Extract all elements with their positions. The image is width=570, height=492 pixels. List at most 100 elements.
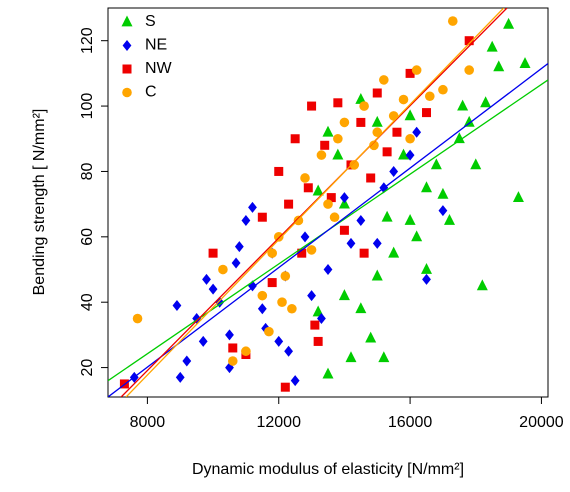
point (372, 237, 382, 249)
point (405, 133, 415, 144)
point (388, 246, 400, 258)
point (365, 331, 377, 343)
point (359, 248, 369, 258)
point (257, 212, 267, 222)
point (264, 326, 274, 337)
point (300, 173, 310, 183)
point (312, 305, 324, 317)
point (231, 257, 241, 269)
point (234, 241, 244, 253)
point (346, 237, 356, 249)
point (241, 214, 251, 226)
point (355, 302, 367, 314)
point (333, 98, 343, 108)
point (421, 263, 433, 274)
point (241, 346, 251, 357)
y-tick-label: 120 (79, 27, 96, 54)
point (405, 149, 415, 161)
point (480, 96, 492, 108)
point (366, 173, 376, 183)
point (274, 166, 284, 176)
point (313, 336, 323, 346)
point (202, 273, 211, 285)
y-tick-label: 40 (79, 293, 96, 311)
point (389, 165, 399, 177)
point (369, 140, 379, 151)
point (463, 115, 475, 127)
point (339, 225, 349, 235)
x-tick-label: 20000 (519, 414, 564, 431)
point (290, 375, 300, 387)
point (277, 297, 287, 308)
point (404, 213, 416, 225)
point (382, 147, 392, 157)
legend-marker (122, 87, 132, 98)
point (447, 16, 458, 26)
point (430, 158, 442, 170)
legend-label: C (145, 84, 157, 101)
point (371, 269, 383, 281)
point (310, 320, 320, 330)
x-tick-label: 12000 (256, 414, 301, 431)
point (404, 109, 416, 121)
point (198, 335, 208, 347)
point (300, 231, 310, 243)
point (322, 125, 334, 137)
point (306, 245, 317, 255)
point (398, 94, 409, 105)
point (132, 313, 143, 324)
point (378, 351, 390, 363)
point (464, 65, 474, 75)
point (424, 91, 435, 102)
legend-marker (121, 15, 133, 27)
point (293, 215, 304, 226)
point (476, 279, 488, 291)
point (470, 158, 482, 170)
point (359, 101, 369, 111)
point (322, 367, 334, 379)
point (372, 127, 383, 138)
point (303, 183, 313, 193)
point (280, 271, 291, 281)
point (227, 356, 238, 366)
point (512, 191, 524, 202)
point (411, 65, 422, 75)
point (443, 213, 455, 225)
point (339, 117, 350, 128)
point (412, 126, 422, 138)
point (316, 150, 327, 160)
point (379, 75, 389, 85)
point (273, 232, 284, 242)
point (326, 193, 336, 203)
plot-area (108, 8, 548, 397)
y-tick-label: 20 (79, 359, 96, 377)
legend-label: S (145, 13, 156, 30)
point (323, 264, 333, 276)
y-axis-label: Bending strength [ N/mm²] (31, 109, 48, 296)
point (248, 201, 257, 213)
y-tick-label: 60 (79, 228, 96, 246)
fit-line (125, 8, 505, 397)
fit-line (108, 63, 548, 397)
point (453, 132, 465, 144)
point (218, 264, 228, 275)
legend-marker (122, 64, 132, 74)
x-tick-label: 8000 (130, 414, 166, 431)
point (438, 205, 448, 217)
x-tick-label: 16000 (388, 414, 433, 431)
point (392, 127, 402, 137)
point (320, 140, 330, 150)
point (267, 278, 277, 288)
point (182, 355, 192, 367)
point (421, 181, 433, 193)
point (172, 299, 182, 311)
point (398, 148, 410, 160)
point (267, 248, 277, 258)
point (257, 290, 268, 301)
point (280, 382, 290, 392)
point (175, 371, 185, 383)
point (257, 303, 267, 315)
point (307, 290, 316, 302)
point (503, 17, 515, 29)
